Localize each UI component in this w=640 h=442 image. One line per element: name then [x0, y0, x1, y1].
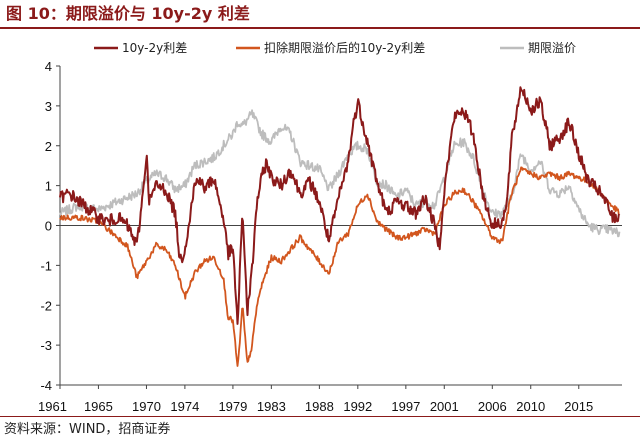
y-tick-label: 1	[45, 179, 52, 194]
x-tick-label: 2001	[430, 399, 459, 414]
title-rule	[0, 27, 640, 29]
x-tick-label: 1970	[132, 399, 161, 414]
source-note: 资料来源：WIND，招商证券	[4, 422, 171, 437]
series-line-3	[59, 109, 621, 238]
y-tick-label: -3	[40, 338, 52, 353]
x-tick-label: 2006	[478, 399, 507, 414]
y-tick-label: 4	[45, 59, 52, 74]
x-tick-label: 2010	[516, 399, 545, 414]
y-tick-label: 2	[45, 139, 52, 154]
y-tick-label: -1	[40, 258, 52, 273]
x-tick-label: 1997	[391, 399, 420, 414]
x-tick-label: 1992	[343, 399, 372, 414]
y-tick-label: -4	[40, 378, 52, 393]
bottom-rule	[0, 416, 640, 417]
series-line-1	[59, 86, 621, 325]
x-tick-label: 1961	[38, 399, 67, 414]
y-tick-label: 3	[45, 99, 52, 114]
y-tick-label: 0	[45, 219, 52, 234]
x-axis: 1961 1965 1970 1974 1979 1983 1988 1992 1997 2001…	[38, 384, 622, 414]
x-tick-label: 1979	[218, 399, 247, 414]
series-line-2	[59, 166, 620, 367]
x-tick-label: 1983	[257, 399, 286, 414]
legend-label-2: 扣除期限溢价后的10y-2y利差	[264, 40, 425, 55]
figure-title: 图 10：期限溢价与 10y-2y 利差	[6, 4, 250, 23]
legend-label-1: 10y-2y利差	[122, 41, 187, 55]
y-axis: 4 3 2 1 0 -1 -2 -3 -4	[40, 59, 61, 393]
y-tick-label: -2	[40, 298, 52, 313]
series-lines	[59, 86, 621, 367]
x-tick-label: 1974	[170, 399, 199, 414]
x-tick-label: 1965	[84, 399, 113, 414]
legend: 10y-2y利差 扣除期限溢价后的10y-2y利差 期限溢价	[94, 40, 576, 55]
x-tick-label: 2015	[564, 399, 593, 414]
legend-label-3: 期限溢价	[528, 41, 576, 55]
x-tick-label: 1988	[305, 399, 334, 414]
